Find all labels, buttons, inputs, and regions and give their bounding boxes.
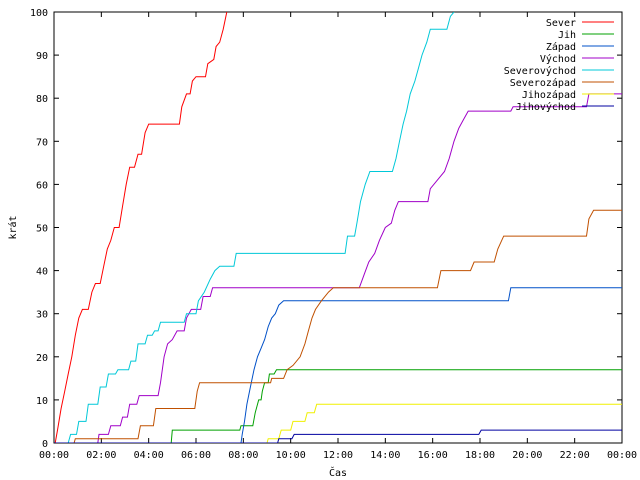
y-tick-label: 100: [30, 8, 48, 19]
y-tick-label: 0: [42, 439, 48, 450]
series-line: [54, 93, 622, 443]
y-tick-label: 50: [36, 224, 48, 235]
x-tick-label: 20:00: [512, 450, 542, 461]
x-tick-label: 02:00: [86, 450, 116, 461]
y-tick-label: 40: [36, 267, 48, 278]
legend-label: Jih: [558, 30, 576, 41]
y-axis-label: krát: [7, 215, 19, 239]
series-line: [54, 12, 228, 443]
x-tick-label: 08:00: [228, 450, 258, 461]
x-tick-label: 14:00: [370, 450, 400, 461]
series-lines: [54, 12, 622, 443]
x-tick-label: 18:00: [465, 450, 495, 461]
x-axis-label: Čas: [329, 466, 347, 479]
y-tick-label: 60: [36, 180, 48, 191]
y-tick-label: 90: [36, 51, 48, 62]
legend-label: Západ: [546, 41, 576, 53]
x-tick-label: 16:00: [418, 450, 448, 461]
series-line: [54, 369, 622, 443]
series-line: [54, 403, 622, 443]
legend-label: Jihozápad: [522, 89, 576, 101]
series-line: [54, 12, 455, 443]
y-axis-ticks: 0 10 20 30 40 50 60 70 80 90 100: [30, 8, 622, 450]
x-axis-ticks: 00:00 02:00 04:00 06:00 08:00 10:00 12:00 14:00…: [39, 12, 637, 461]
legend-label: Sever: [546, 18, 576, 29]
legend-label: Severozápad: [510, 77, 576, 89]
x-tick-label: 06:00: [181, 450, 211, 461]
y-tick-label: 80: [36, 94, 48, 105]
series-line: [54, 429, 622, 443]
y-tick-label: 30: [36, 310, 48, 321]
legend: SeverJihZápadVýchodSeverovýchodSeverozáp…: [504, 18, 614, 113]
x-tick-label: 00:00: [39, 450, 69, 461]
x-tick-label: 12:00: [323, 450, 353, 461]
legend-label: Východ: [540, 53, 576, 65]
x-tick-label: 22:00: [560, 450, 590, 461]
legend-label: Jihovýchod: [516, 101, 576, 113]
series-line: [54, 209, 622, 443]
series-line: [54, 287, 622, 443]
x-tick-label: 10:00: [276, 450, 306, 461]
x-tick-label: 00:00: [607, 450, 637, 461]
legend-label: Severovýchod: [504, 65, 576, 77]
y-tick-label: 20: [36, 353, 48, 364]
x-tick-label: 04:00: [134, 450, 164, 461]
y-tick-label: 70: [36, 137, 48, 148]
y-tick-label: 10: [36, 396, 48, 407]
